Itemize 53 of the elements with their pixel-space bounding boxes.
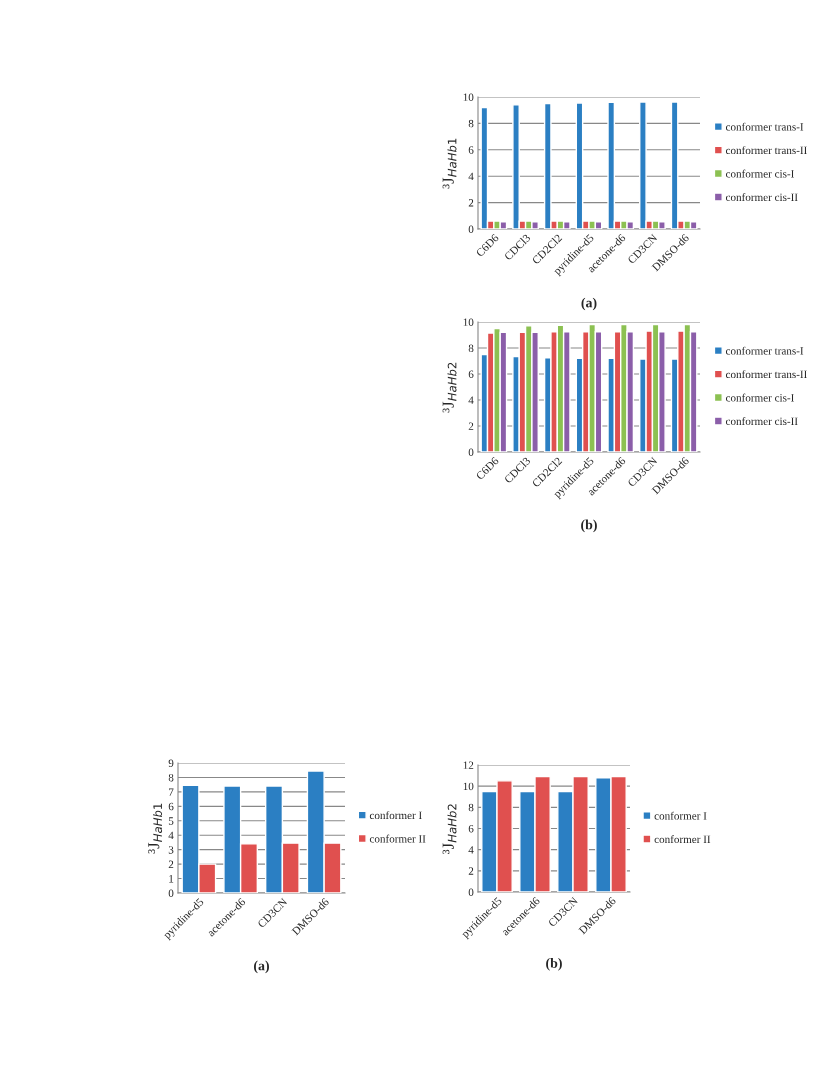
- text: (a): [581, 297, 597, 311]
- y-tick-label: 6: [468, 370, 474, 378]
- y-tick-label: 5: [168, 817, 174, 825]
- y-tick-label: 2: [468, 199, 474, 207]
- legend-label: conformer trans-I: [725, 122, 804, 131]
- y-tick-label: 8: [468, 803, 474, 812]
- y-tick-label: 4: [168, 831, 174, 840]
- y-tick-label: 4: [468, 846, 474, 854]
- text: (b): [581, 519, 597, 533]
- legend-label: conformer trans-II: [725, 146, 807, 155]
- y-axis-title: ³J$_{HaHb1}$: [442, 138, 457, 189]
- y-tick-label: 8: [468, 344, 474, 352]
- legend-label: conformer cis-II: [725, 417, 798, 426]
- legend-label: conformer I: [369, 811, 422, 820]
- y-tick-label: 8: [468, 119, 474, 128]
- y-axis-title: ³J$_{HaHb1}$: [148, 803, 163, 854]
- y-tick-label: 2: [468, 867, 474, 875]
- y-tick-label: 10: [463, 782, 474, 791]
- y-tick-label: 0: [168, 889, 174, 897]
- legend-label: conformer II: [369, 834, 426, 843]
- y-tick-label: 2: [468, 422, 474, 430]
- legend-label: conformer cis-I: [725, 393, 794, 402]
- legend-label: conformer I: [654, 811, 707, 820]
- text: (a): [254, 960, 269, 974]
- y-tick-label: 6: [468, 825, 474, 833]
- y-tick-label: 6: [168, 802, 174, 811]
- bar: [607, 101, 616, 229]
- y-tick-label: 2: [168, 860, 174, 868]
- y-tick-label: 12: [463, 761, 474, 769]
- legend-label: conformer trans-I: [725, 346, 804, 355]
- y-tick-label: 10: [463, 93, 474, 101]
- text: (b): [546, 958, 562, 971]
- y-tick-label: 1: [169, 875, 174, 883]
- y-tick-label: 4: [468, 396, 474, 404]
- y-axis-title: ³J$_{HaHb2}$: [442, 804, 457, 854]
- legend-label: conformer cis-II: [725, 193, 798, 202]
- y-axis-title: ³J$_{HaHb2}$: [442, 362, 457, 413]
- bar: [480, 106, 489, 229]
- y-tick-label: 0: [468, 888, 474, 896]
- y-tick-label: 8: [168, 773, 174, 782]
- y-tick-label: 0: [468, 225, 474, 233]
- y-tick-label: 3: [168, 846, 174, 854]
- y-tick-label: 4: [468, 172, 474, 181]
- y-tick-label: 0: [468, 448, 474, 456]
- y-tick-label: 6: [468, 146, 474, 154]
- legend-label: conformer trans-II: [725, 370, 807, 379]
- bar: [575, 102, 584, 229]
- legend-label: conformer II: [654, 835, 711, 844]
- legend-label: conformer cis-I: [725, 169, 794, 178]
- bar: [670, 101, 679, 229]
- y-tick-label: 10: [463, 318, 474, 326]
- y-tick-label: 7: [169, 788, 174, 796]
- y-tick-label: 9: [168, 759, 174, 767]
